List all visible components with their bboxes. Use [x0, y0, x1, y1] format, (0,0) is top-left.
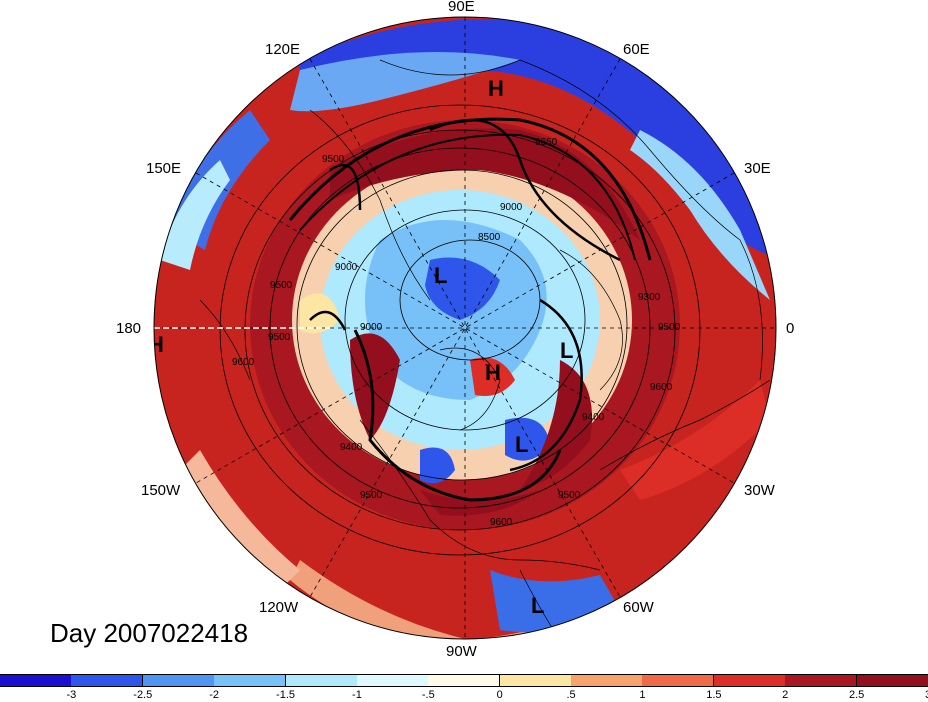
- colorbar-swatch: [642, 674, 715, 687]
- contour-label: 9500: [270, 280, 293, 291]
- low-pressure-label: L: [434, 263, 447, 288]
- colorbar-swatch: [571, 674, 644, 687]
- colorbar-tick-label: -2: [209, 689, 220, 701]
- contour-label: 9500: [558, 490, 581, 501]
- anomaly-field: 9500 9000 8500 9300 9500 9600 9500 9000 …: [148, 17, 776, 639]
- contour-label: 9400: [340, 442, 363, 453]
- contour-label: 9300: [638, 292, 661, 303]
- colorbar-tick-label: 1.5: [706, 689, 722, 701]
- colorbar-swatch: [428, 674, 501, 687]
- day-label: Day 2007022418: [50, 618, 249, 648]
- high-pressure-label: H: [488, 76, 504, 101]
- low-pressure-label: L: [531, 593, 544, 618]
- map-boundary: [153, 16, 777, 640]
- lon-label-90e: 90E: [448, 0, 475, 15]
- lon-label-90w: 90W: [446, 643, 477, 660]
- lon-label-30w: 30W: [744, 482, 775, 499]
- colorbar-tick-label: 3: [925, 689, 928, 701]
- colorbar-tick-label: 2.5: [848, 689, 865, 701]
- contour-label: 9500: [268, 332, 291, 343]
- colorbar-tick-label: -3: [66, 689, 77, 701]
- contour-label: 9000: [500, 202, 523, 213]
- colorbar-tick-label: -.5: [421, 689, 435, 701]
- colorbar: -3 -2.5 -2 -1.5 -1 -.5 0 .5 1 1.5 2 2.5 3: [0, 674, 928, 702]
- colorbar-swatch: [214, 674, 287, 687]
- colorbar-swatch: [356, 674, 429, 687]
- colorbar-swatch: [71, 674, 144, 687]
- lon-label-150w: 150W: [141, 482, 181, 499]
- contour-labels: 9500 9000 8500 9300 9500 9600 9500 9000 …: [232, 137, 681, 528]
- contour-label: 9500: [322, 154, 345, 165]
- contour-label: 8500: [478, 232, 501, 243]
- lon-label-0: 0: [786, 320, 795, 337]
- colorbar-swatch: [0, 674, 72, 687]
- low-pressure-label: L: [515, 432, 528, 457]
- colorbar-swatch: [142, 674, 215, 687]
- pressure-markers: H L H L L L H: [148, 76, 573, 618]
- colorbar-swatch: [856, 674, 928, 687]
- lon-label-60e: 60E: [623, 41, 650, 58]
- colorbar-swatch: [785, 674, 858, 687]
- lon-label-30e: 30E: [744, 160, 771, 177]
- colorbar-swatch: [713, 674, 786, 687]
- colorbar-swatch: [285, 674, 358, 687]
- colorbar-tick-label: 2: [782, 689, 789, 701]
- contour-label: 9500: [658, 322, 681, 333]
- lon-label-60w: 60W: [623, 599, 654, 616]
- contour-label: 9400: [582, 412, 605, 423]
- low-pressure-label: L: [560, 338, 573, 363]
- contour-label: 9600: [650, 382, 673, 393]
- lon-label-120e: 120E: [265, 41, 301, 58]
- contour-label: 9000: [335, 262, 358, 273]
- colorbar-tick-label: 0: [496, 689, 503, 701]
- colorbar-tick-label: -1.5: [276, 689, 296, 701]
- lon-label-150e: 150E: [146, 160, 182, 177]
- lon-label-120w: 120W: [259, 599, 299, 616]
- colorbar-tick-label: -2.5: [133, 689, 153, 701]
- contour-label: 9600: [490, 517, 513, 528]
- colorbar-tick-label: 1: [639, 689, 646, 701]
- contour-label: 9500: [360, 490, 383, 501]
- contour-label: 9650: [535, 137, 558, 148]
- lon-label-180: 180: [116, 320, 142, 337]
- contour-label: 9000: [360, 322, 383, 333]
- colorbar-tick-label: .5: [566, 689, 576, 701]
- contour-label: 9600: [232, 357, 255, 368]
- high-pressure-label: H: [485, 360, 501, 385]
- colorbar-tick-label: -1: [352, 689, 362, 701]
- colorbar-swatch: [499, 674, 572, 687]
- high-pressure-label: H: [148, 332, 164, 357]
